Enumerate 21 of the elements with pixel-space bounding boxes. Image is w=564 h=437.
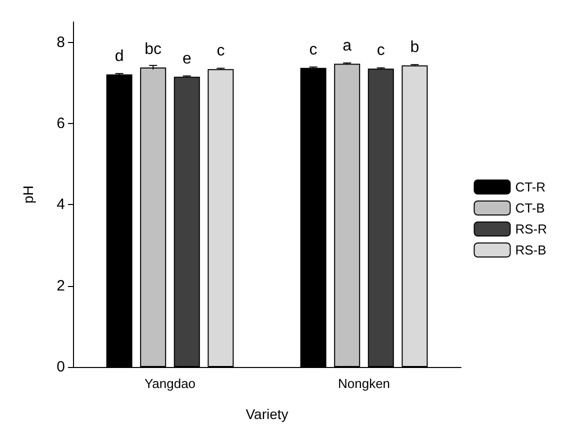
y-tick-label: 4 <box>56 196 65 214</box>
data-label: e <box>182 50 192 68</box>
data-label: c <box>376 42 385 60</box>
legend-label: RS-B <box>515 242 546 258</box>
y-axis-title: pH <box>20 186 36 204</box>
y-tick-label: 0 <box>56 358 65 376</box>
x-tick-label: Yangdao <box>144 376 196 391</box>
y-tick-label: 2 <box>56 277 65 294</box>
data-label: d <box>114 48 124 65</box>
y-tick-label: 8 <box>56 34 65 51</box>
data-label: c <box>309 41 318 58</box>
data-label: bc <box>144 40 162 58</box>
data-label: c <box>216 42 225 60</box>
y-tick-label: 6 <box>56 114 65 132</box>
x-tick-label: Nongken <box>338 376 390 391</box>
legend-label: CT-B <box>515 200 545 216</box>
data-label: b <box>410 38 420 56</box>
x-axis-title: Variety <box>246 406 288 422</box>
data-label: a <box>342 37 352 54</box>
legend-label: RS-R <box>515 222 548 236</box>
legend-label: CT-R <box>515 180 546 194</box>
